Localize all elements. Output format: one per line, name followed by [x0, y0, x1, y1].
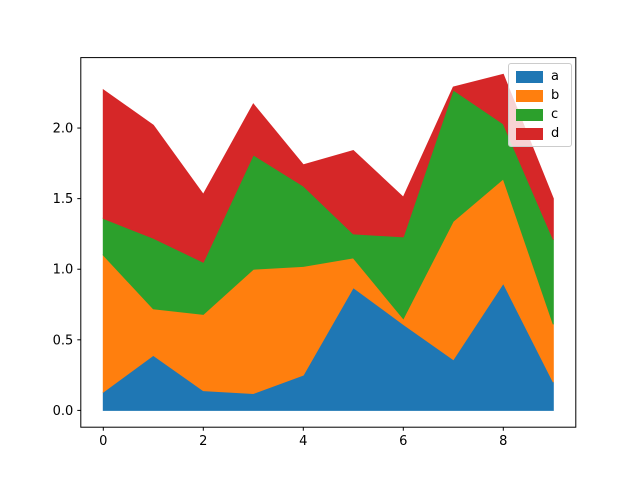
legend-label-a: a: [551, 69, 559, 84]
plot-areas: [102, 73, 554, 411]
legend-entry-b: b: [516, 88, 563, 103]
x-tick-label: 0: [99, 434, 107, 449]
legend: a b c d: [508, 63, 572, 147]
legend-label-c: c: [551, 107, 559, 122]
x-tick-label: 6: [399, 434, 407, 449]
y-tick-label: 0.5: [53, 333, 74, 348]
x-tick-label: 4: [299, 434, 307, 449]
y-tick-label: 0.0: [53, 404, 74, 419]
legend-entry-c: c: [516, 107, 563, 122]
y-tick-label: 1.0: [53, 263, 74, 278]
legend-label-b: b: [551, 88, 560, 103]
legend-swatch-d: [516, 127, 543, 140]
legend-swatch-a: [516, 70, 543, 83]
y-tick-label: 2.0: [53, 122, 74, 137]
legend-swatch-b: [516, 89, 543, 102]
x-tick-label: 2: [199, 434, 207, 449]
legend-swatch-c: [516, 108, 543, 121]
y-tick-label: 1.5: [53, 192, 74, 207]
plot-border: [80, 57, 577, 428]
legend-entry-d: d: [516, 126, 563, 141]
legend-entry-a: a: [516, 69, 563, 84]
area-series-d: [102, 73, 554, 263]
axis-ticks: 0 2 4 6 8 0.0 0.5 1.0 1.5 2.0: [53, 122, 508, 450]
legend-label-d: d: [551, 126, 560, 141]
x-tick-label: 8: [499, 434, 507, 449]
